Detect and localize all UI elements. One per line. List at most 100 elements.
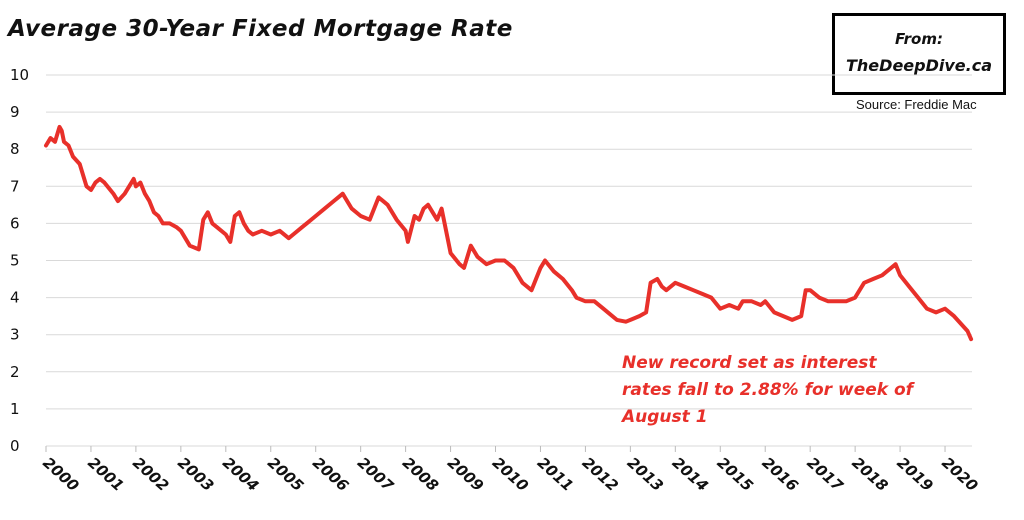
data-point [534,277,538,281]
data-point [516,273,520,277]
data-point [655,277,659,281]
y-tick-label: 1 [10,400,20,418]
data-point [615,318,619,322]
data-point [781,314,785,318]
data-point [421,206,426,211]
x-tick-label: 2003 [174,454,217,495]
x-tick-label: 2020 [938,454,981,495]
data-point [759,303,763,307]
data-point [233,214,237,218]
x-tick-label: 2019 [893,454,936,495]
data-point [772,310,776,315]
data-point [790,318,794,322]
data-point [147,199,151,203]
data-point [116,199,120,203]
data-point [628,318,632,322]
data-point [314,214,318,218]
chart-title: Average 30-Year Fixed Mortgage Rate [8,16,513,42]
y-tick-label: 3 [10,326,20,344]
data-point [228,240,232,244]
x-tick-label: 2010 [489,454,532,495]
data-point [66,143,71,148]
data-point [291,232,295,237]
x-tick-label: 2012 [579,454,622,495]
data-point [660,284,664,289]
data-point [925,307,929,311]
data-point [862,281,866,285]
y-tick-label: 0 [10,437,20,455]
data-point [952,314,956,318]
data-point [152,210,156,214]
y-tick-label: 9 [10,103,20,121]
data-point [511,266,516,270]
y-tick-label: 4 [10,289,20,307]
data-point [413,214,417,218]
data-point [682,284,686,289]
data-point [475,255,480,259]
data-point [60,129,64,133]
data-point [62,140,66,144]
data-point [174,225,178,229]
x-tick-label: 2005 [264,454,307,495]
data-point [592,299,597,303]
x-tick-label: 2013 [624,454,667,495]
data-point [132,177,136,181]
y-tick-label: 2 [10,363,20,381]
data-point [98,177,102,181]
data-point [84,184,89,188]
data-point [57,125,62,129]
data-point [123,192,127,196]
data-point [430,210,435,214]
data-point [462,266,466,270]
data-point [959,321,963,326]
data-point [448,251,453,255]
data-point [323,206,327,211]
data-point [637,314,641,318]
data-point [817,296,821,300]
data-point [435,218,439,222]
x-tick-label: 2002 [129,454,172,495]
data-point [127,184,131,188]
brand-box: From: TheDeepDive.ca [832,13,1006,95]
data-point [305,221,309,225]
data-point [700,292,704,296]
data-point [907,284,911,289]
series-line-mortgage-rate [44,124,974,342]
x-axis-ticks: 2000 2001 2002 2003 2004 2005 2006 2007 2008 2009… [39,446,981,495]
data-point [718,307,722,311]
data-point [493,258,498,263]
data-point [808,288,812,292]
data-point [799,314,803,318]
data-point [484,262,489,266]
data-point [529,288,534,292]
data-point [750,299,754,303]
data-point [664,288,668,292]
x-tick-label: 2004 [219,454,262,495]
data-point [179,229,183,233]
data-point [386,203,390,207]
data-point [242,221,246,225]
data-point [251,232,255,237]
data-point [381,199,385,203]
y-tick-label: 10 [10,66,29,84]
data-point [741,299,745,303]
data-point [673,281,677,285]
data-point [871,277,875,281]
brand-from-label: From: [895,30,943,48]
data-point [648,281,653,285]
data-point [889,266,893,270]
data-point [691,288,695,292]
data-point [350,206,354,211]
x-tick-label: 2014 [669,454,712,495]
data-point [898,273,902,277]
data-point [300,225,304,229]
data-point [341,192,345,196]
data-point [624,320,628,324]
data-point [102,180,107,185]
data-point [377,195,381,200]
data-point [606,310,610,315]
data-point [89,188,93,192]
data-point [965,329,970,333]
y-tick-label: 5 [10,252,20,270]
y-tick-label: 7 [10,177,20,195]
